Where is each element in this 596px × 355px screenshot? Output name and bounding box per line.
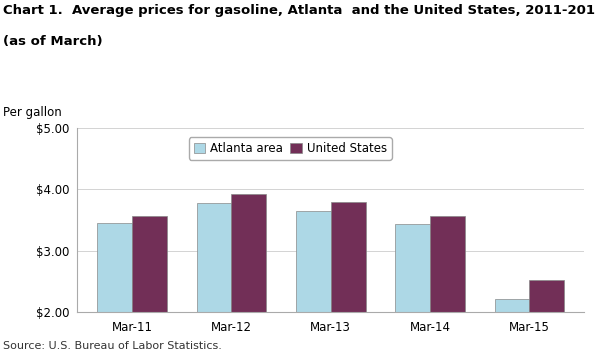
Bar <box>331 202 365 355</box>
Bar <box>395 224 430 355</box>
Bar <box>495 300 529 355</box>
Text: Source: U.S. Bureau of Labor Statistics.: Source: U.S. Bureau of Labor Statistics. <box>3 342 222 351</box>
Text: Chart 1.  Average prices for gasoline, Atlanta  and the United States, 2011-2015: Chart 1. Average prices for gasoline, At… <box>3 4 596 17</box>
Legend: Atlanta area, United States: Atlanta area, United States <box>189 137 392 160</box>
Text: (as of March): (as of March) <box>3 36 103 49</box>
Bar <box>132 216 167 355</box>
Bar <box>296 211 331 355</box>
Bar <box>430 216 465 355</box>
Text: Per gallon: Per gallon <box>3 106 62 119</box>
Bar <box>97 223 132 355</box>
Bar <box>231 193 266 355</box>
Bar <box>197 203 231 355</box>
Bar <box>529 280 564 355</box>
